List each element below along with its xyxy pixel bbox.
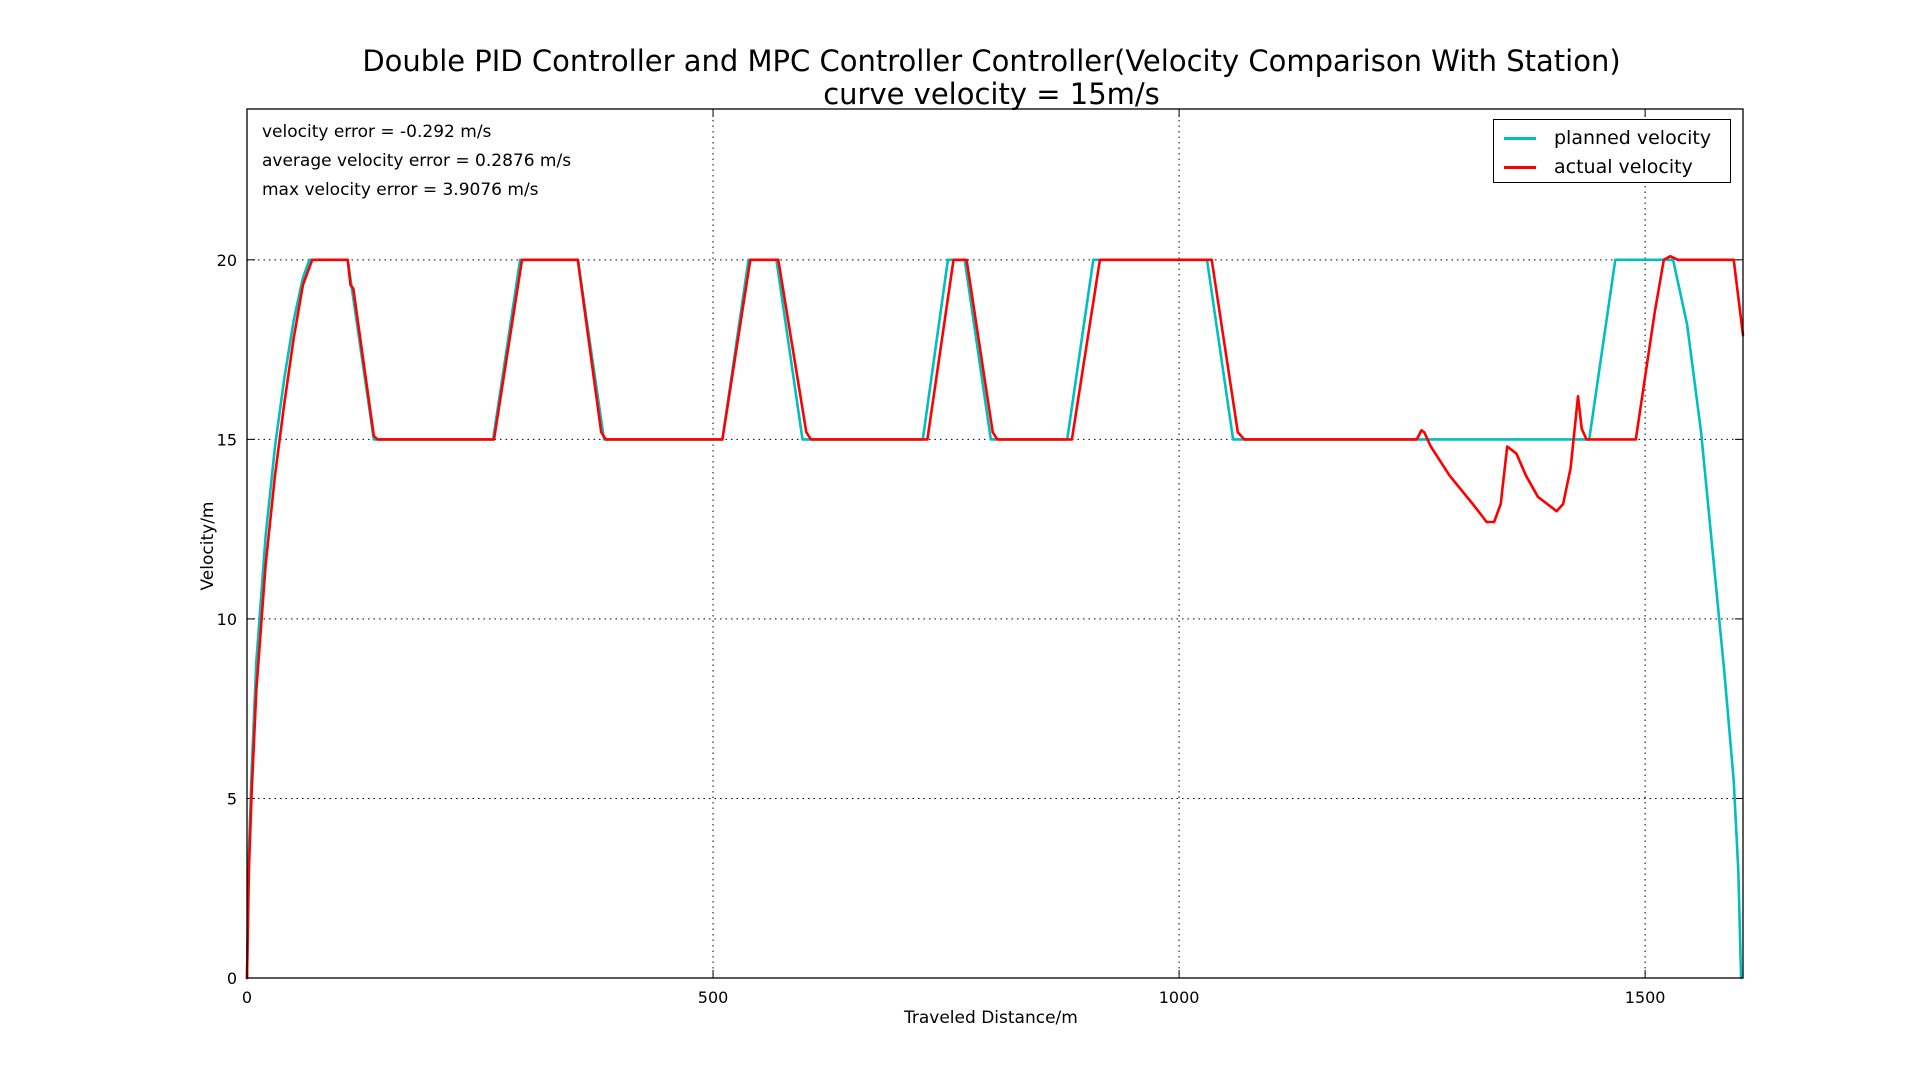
annotation-average-velocity-error: average velocity error = 0.2876 m/s: [262, 151, 572, 171]
grid-lines: [247, 109, 1743, 978]
annotation-max-velocity-error: max velocity error = 3.9076 m/s: [262, 180, 539, 200]
y-axis-label: Velocity/m: [198, 501, 218, 591]
x-tick-label: 500: [698, 988, 729, 1007]
legend-swatch-planned: [1504, 136, 1536, 140]
legend-label-actual: actual velocity: [1554, 156, 1693, 178]
series-line-actual-velocity: [245, 254, 1745, 980]
annotation-velocity-error: velocity error = -0.292 m/s: [262, 122, 492, 142]
y-tick-label: 20: [217, 251, 237, 270]
tick-labels: 0 500 1000 1500 0 5 10 15 20: [217, 251, 1666, 1007]
legend-label-planned: planned velocity: [1554, 127, 1712, 149]
series-lines: [245, 254, 1745, 980]
y-tick-label: 15: [217, 430, 237, 449]
legend: planned velocity actual velocity: [1493, 119, 1731, 183]
y-tick-label: 5: [227, 789, 237, 808]
y-tick-label: 10: [217, 610, 237, 629]
axis-ticks: [246, 109, 1743, 979]
x-tick-label: 1500: [1625, 988, 1666, 1007]
legend-swatch-actual: [1504, 165, 1536, 169]
chart-title: Double PID Controller and MPC Controller…: [362, 44, 1621, 78]
x-axis-label: Traveled Distance/m: [904, 1008, 1078, 1028]
x-tick-label: 0: [242, 988, 252, 1007]
legend-item-actual: actual velocity: [1504, 153, 1693, 181]
x-tick-label: 1000: [1159, 988, 1200, 1007]
y-tick-label: 0: [227, 969, 237, 988]
legend-item-planned: planned velocity: [1504, 124, 1711, 152]
series-line-planned-velocity: [245, 258, 1743, 980]
chart-subtitle: curve velocity = 15m/s: [823, 77, 1160, 111]
plot-frame: [246, 108, 1744, 979]
